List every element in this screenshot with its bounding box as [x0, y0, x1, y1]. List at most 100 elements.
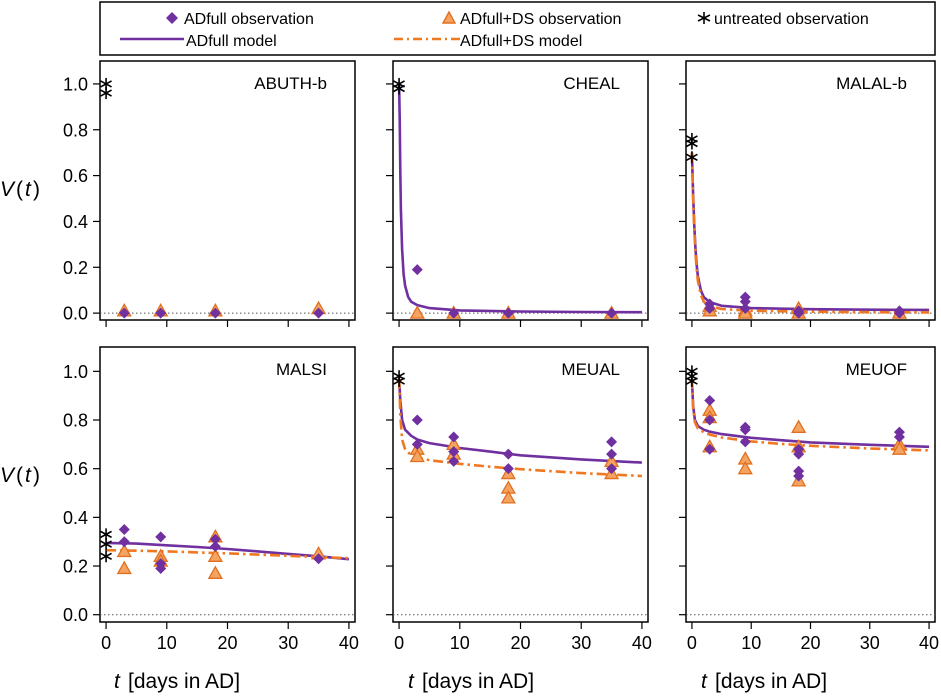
y-title-t: t: [25, 178, 32, 201]
ds-model-curve: [690, 378, 930, 452]
untreated-obs-point: [100, 87, 112, 100]
x-tick-label: 10: [741, 633, 761, 653]
adfull-obs-point: [793, 470, 805, 482]
adfull-obs-point: [893, 305, 905, 317]
adfull-obs-point: [411, 438, 423, 450]
adfull-obs-point: [118, 536, 130, 548]
y-tick-label: 1.0: [63, 74, 88, 94]
adfull-obs-point: [606, 448, 618, 460]
y-tick-label: 1.0: [63, 362, 88, 382]
panel-title: ABUTH-b: [254, 74, 327, 93]
legend-adfull-obs-label: ADfull observation: [184, 11, 314, 28]
x-title-rest: [days in AD]: [422, 670, 534, 693]
adfull-obs-point: [448, 446, 460, 458]
adfull-obs-point: [411, 264, 423, 276]
y-tick-label: 0.0: [63, 605, 88, 625]
x-title-rest: [days in AD]: [715, 670, 827, 693]
adfull-obs-point: [209, 541, 221, 553]
y-tick-label: 0.2: [63, 557, 88, 577]
panel-title: MEUOF: [846, 360, 907, 379]
adfull-obs-point: [209, 307, 221, 319]
panel-malsi: 0.0 0.2 0.4 0.6 0.8 1.0 0 10 20 30 40 MALSI: [63, 346, 359, 653]
panel-frame: [392, 60, 649, 321]
ds-obs-point: [500, 490, 516, 504]
x-tick-label: 30: [571, 633, 591, 653]
x-title-t: t: [408, 670, 415, 693]
untreated-obs-point: [100, 538, 112, 551]
y-tick-label: 0.8: [63, 411, 88, 431]
adfull-obs-point: [704, 303, 716, 315]
untreated-obs-point: [393, 82, 405, 95]
y-tick-label: 0.0: [63, 304, 88, 324]
adfull-obs-point: [118, 524, 130, 536]
legend: ADfull observation ADfull+DS observation…: [99, 1, 936, 56]
adfull-obs-point: [739, 303, 751, 315]
y-tick-label: 0.4: [63, 212, 88, 232]
x-tick-label: 0: [101, 633, 111, 653]
ds-obs-point: [791, 419, 807, 433]
x-tick-label: 30: [860, 633, 880, 653]
ds-obs-point: [409, 448, 425, 463]
x-tick-label: 20: [217, 633, 237, 653]
x-axis-title-col3: t [days in AD]: [701, 670, 827, 693]
adfull-obs-point: [118, 307, 130, 319]
x-axis-title-col1: t [days in AD]: [114, 670, 240, 693]
legend-adfull-model-label: ADfull model: [186, 33, 277, 50]
x-tick-label: 20: [800, 633, 820, 653]
x-tick-label: 40: [919, 633, 939, 653]
panel-frame: [685, 60, 936, 321]
panels: 0.0 0.2 0.4 0.6 0.8 1.0 ABUTH-b CHEAL MALAL-b 0.0…: [63, 60, 939, 653]
adfull-obs-point: [502, 463, 514, 475]
panel-title: MEUAL: [561, 360, 620, 379]
ds-obs-point: [409, 305, 425, 319]
y-title-v: V: [0, 178, 16, 201]
x-axis-title-col2: t [days in AD]: [408, 670, 534, 693]
untreated-obs-point: [393, 375, 405, 388]
y-axis-title-row1: V ( t ): [0, 178, 40, 201]
adfull-obs-point: [793, 448, 805, 460]
panel-title: MALSI: [276, 360, 327, 379]
x-tick-label: 40: [339, 633, 359, 653]
adfull-obs-point: [448, 455, 460, 467]
untreated-obs-point: [100, 550, 112, 563]
untreated-obs-point: [686, 151, 698, 164]
x-title-t: t: [114, 670, 121, 693]
panel-cheal: CHEAL: [386, 60, 649, 327]
ds-obs-point: [207, 565, 223, 579]
panel-malal-b: MALAL-b: [679, 60, 936, 327]
x-tick-label: 20: [510, 633, 530, 653]
x-title-rest: [days in AD]: [128, 670, 240, 693]
adfull-obs-point: [606, 436, 618, 448]
y-title-paren-close: ): [33, 178, 40, 201]
adfull-obs-point: [793, 307, 805, 319]
x-tick-label: 30: [278, 633, 298, 653]
adfull-obs-point: [704, 443, 716, 455]
adfull-obs-point: [155, 307, 167, 319]
panel-title: CHEAL: [563, 74, 620, 93]
ds-obs-point: [891, 441, 908, 455]
adfull-obs-point: [606, 463, 618, 475]
x-tick-label: 10: [450, 633, 470, 653]
adfull-obs-point: [411, 414, 423, 426]
adfull-obs-point: [313, 307, 325, 319]
y-title-paren-open: (: [16, 464, 23, 487]
adfull-obs-point: [209, 533, 221, 545]
adfull-obs-point: [739, 424, 751, 436]
untreated-obs-point: [686, 375, 698, 388]
adfull-obs-point: [606, 307, 618, 319]
legend-untreated-label: untreated observation: [714, 11, 869, 28]
adfull-obs-point: [739, 296, 751, 308]
panel-abuth-b: 0.0 0.2 0.4 0.6 0.8 1.0 ABUTH-b: [63, 60, 356, 327]
adfull-model-curve: [106, 541, 350, 561]
adfull-obs-point: [313, 553, 325, 565]
panel-meual: 0 10 20 30 40 MEUAL: [386, 346, 652, 653]
ds-model-curve: [397, 378, 642, 478]
panel-title: MALAL-b: [836, 74, 907, 93]
y-tick-label: 0.4: [63, 508, 88, 528]
panel-meuof: 0 10 20 30 40 MEUOF: [679, 346, 939, 653]
y-title-t: t: [25, 464, 32, 487]
legend-ds-model-label: ADfull+DS model: [460, 33, 582, 50]
panel-frame: [685, 346, 936, 623]
legend-ds-obs-label: ADfull+DS observation: [460, 11, 621, 28]
adfull-obs-point: [502, 307, 514, 319]
